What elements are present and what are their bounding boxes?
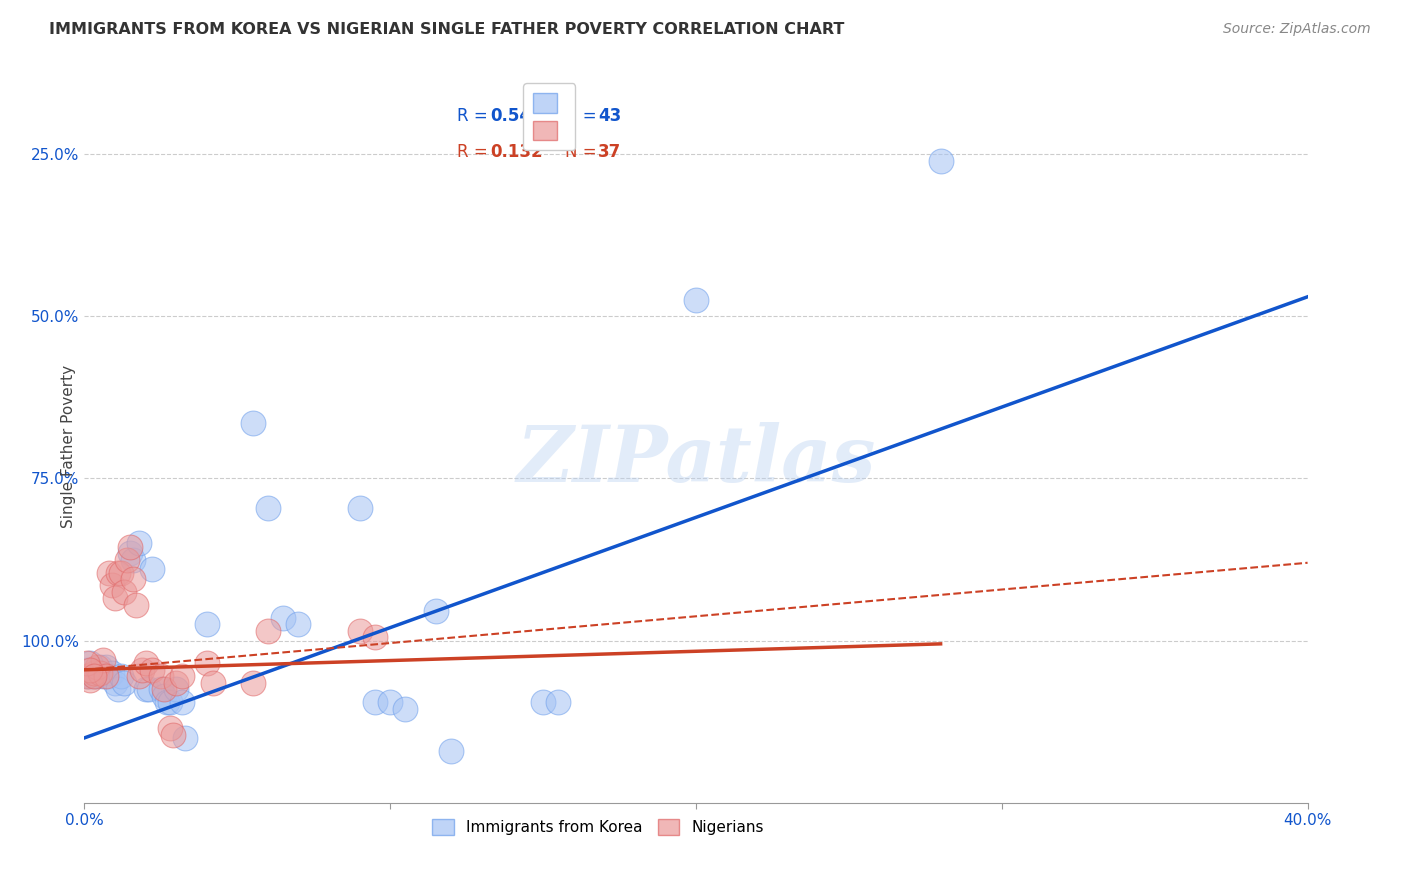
Point xyxy=(364,695,387,709)
Point xyxy=(91,653,114,667)
Text: 43: 43 xyxy=(598,107,621,125)
Point xyxy=(110,566,132,580)
Point xyxy=(112,675,135,690)
Point xyxy=(115,552,138,566)
Point xyxy=(94,669,117,683)
Point xyxy=(149,669,172,683)
Point xyxy=(128,669,150,683)
Text: Source: ZipAtlas.com: Source: ZipAtlas.com xyxy=(1223,22,1371,37)
Point xyxy=(195,657,218,671)
Point xyxy=(104,591,127,606)
Point xyxy=(440,744,463,758)
Point xyxy=(162,728,184,742)
Point xyxy=(94,659,117,673)
Point xyxy=(76,669,98,683)
Point xyxy=(172,695,194,709)
Point xyxy=(141,663,163,677)
Point xyxy=(685,293,707,307)
Point xyxy=(86,659,108,673)
Point xyxy=(242,675,264,690)
Point xyxy=(156,695,179,709)
Point xyxy=(83,669,105,683)
Point xyxy=(159,695,181,709)
Point xyxy=(97,566,120,580)
Point xyxy=(104,675,127,690)
Point xyxy=(257,624,280,638)
Point xyxy=(79,663,101,677)
Point xyxy=(271,611,294,625)
Legend: Immigrants from Korea, Nigerians: Immigrants from Korea, Nigerians xyxy=(426,814,770,841)
Point xyxy=(242,417,264,431)
Point xyxy=(107,682,129,697)
Point xyxy=(131,663,153,677)
Point xyxy=(79,673,101,687)
Point xyxy=(101,578,124,592)
Text: 0.132: 0.132 xyxy=(491,143,543,161)
Point xyxy=(172,669,194,683)
Text: ZIPatlas: ZIPatlas xyxy=(516,422,876,499)
Point xyxy=(257,500,280,515)
Point xyxy=(394,702,416,716)
Point xyxy=(165,682,187,697)
Point xyxy=(83,666,105,681)
Point xyxy=(153,689,176,703)
Point xyxy=(135,657,157,671)
Point xyxy=(76,663,98,677)
Point xyxy=(138,682,160,697)
Point xyxy=(174,731,197,745)
Text: R =: R = xyxy=(457,143,494,161)
Point xyxy=(547,695,569,709)
Point xyxy=(120,540,142,554)
Point xyxy=(89,666,111,681)
Point xyxy=(122,572,145,586)
Point xyxy=(107,566,129,580)
Point xyxy=(159,721,181,735)
Point xyxy=(120,546,142,560)
Point xyxy=(122,552,145,566)
Point xyxy=(349,624,371,638)
Point xyxy=(76,669,98,683)
Point xyxy=(101,666,124,681)
Point xyxy=(89,666,111,681)
Point xyxy=(195,617,218,632)
Point xyxy=(201,675,224,690)
Text: IMMIGRANTS FROM KOREA VS NIGERIAN SINGLE FATHER POVERTY CORRELATION CHART: IMMIGRANTS FROM KOREA VS NIGERIAN SINGLE… xyxy=(49,22,845,37)
Point xyxy=(929,153,952,168)
Point xyxy=(112,585,135,599)
Text: 37: 37 xyxy=(598,143,621,161)
Point xyxy=(425,604,447,618)
Point xyxy=(86,669,108,683)
Text: N =: N = xyxy=(565,107,602,125)
Point xyxy=(89,659,111,673)
Point xyxy=(135,682,157,697)
Point xyxy=(91,669,114,683)
Point xyxy=(141,562,163,576)
Point xyxy=(153,682,176,697)
Text: N =: N = xyxy=(565,143,602,161)
Text: 0.541: 0.541 xyxy=(491,107,543,125)
Point xyxy=(83,669,105,683)
Point xyxy=(97,669,120,683)
Point xyxy=(364,631,387,645)
Y-axis label: Single Father Poverty: Single Father Poverty xyxy=(60,365,76,527)
Point xyxy=(110,669,132,683)
Point xyxy=(79,669,101,683)
Text: R =: R = xyxy=(457,107,494,125)
Point xyxy=(349,500,371,515)
Point xyxy=(380,695,402,709)
Point xyxy=(76,657,98,671)
Point xyxy=(287,617,309,632)
Point xyxy=(165,675,187,690)
Point xyxy=(531,695,554,709)
Point xyxy=(149,682,172,697)
Point xyxy=(128,536,150,550)
Point xyxy=(79,657,101,671)
Point xyxy=(125,598,148,612)
